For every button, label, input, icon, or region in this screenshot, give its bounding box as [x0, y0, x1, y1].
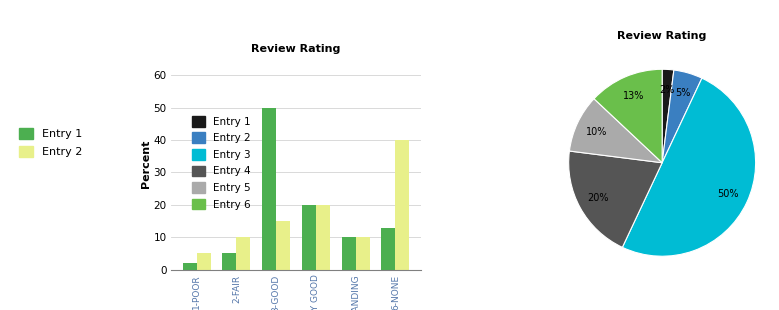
Wedge shape: [622, 78, 756, 256]
Wedge shape: [594, 69, 662, 163]
Text: 50%: 50%: [717, 189, 738, 199]
Legend: Entry 1, Entry 2: Entry 1, Entry 2: [15, 123, 86, 162]
Text: 2%: 2%: [659, 85, 675, 95]
Wedge shape: [569, 99, 662, 163]
Bar: [223, 254, 236, 270]
Bar: [263, 108, 276, 270]
Text: 10%: 10%: [586, 127, 607, 137]
Bar: [316, 205, 330, 270]
Bar: [276, 221, 290, 270]
Wedge shape: [662, 70, 702, 163]
Bar: [356, 237, 369, 270]
Bar: [396, 140, 409, 270]
Bar: [196, 254, 210, 270]
Legend: Entry 1, Entry 2, Entry 3, Entry 4, Entry 5, Entry 6: Entry 1, Entry 2, Entry 3, Entry 4, Entr…: [189, 112, 255, 214]
Y-axis label: Percent: Percent: [141, 140, 150, 188]
Bar: [302, 205, 316, 270]
Bar: [382, 228, 396, 270]
Title: Review Rating: Review Rating: [618, 31, 707, 41]
Wedge shape: [569, 151, 662, 247]
Bar: [236, 237, 250, 270]
Text: 13%: 13%: [622, 91, 644, 101]
Bar: [342, 237, 356, 270]
Text: 5%: 5%: [675, 88, 690, 98]
Wedge shape: [662, 69, 674, 163]
Bar: [183, 263, 196, 270]
Title: Review Rating: Review Rating: [252, 44, 340, 54]
Text: 20%: 20%: [587, 193, 609, 203]
